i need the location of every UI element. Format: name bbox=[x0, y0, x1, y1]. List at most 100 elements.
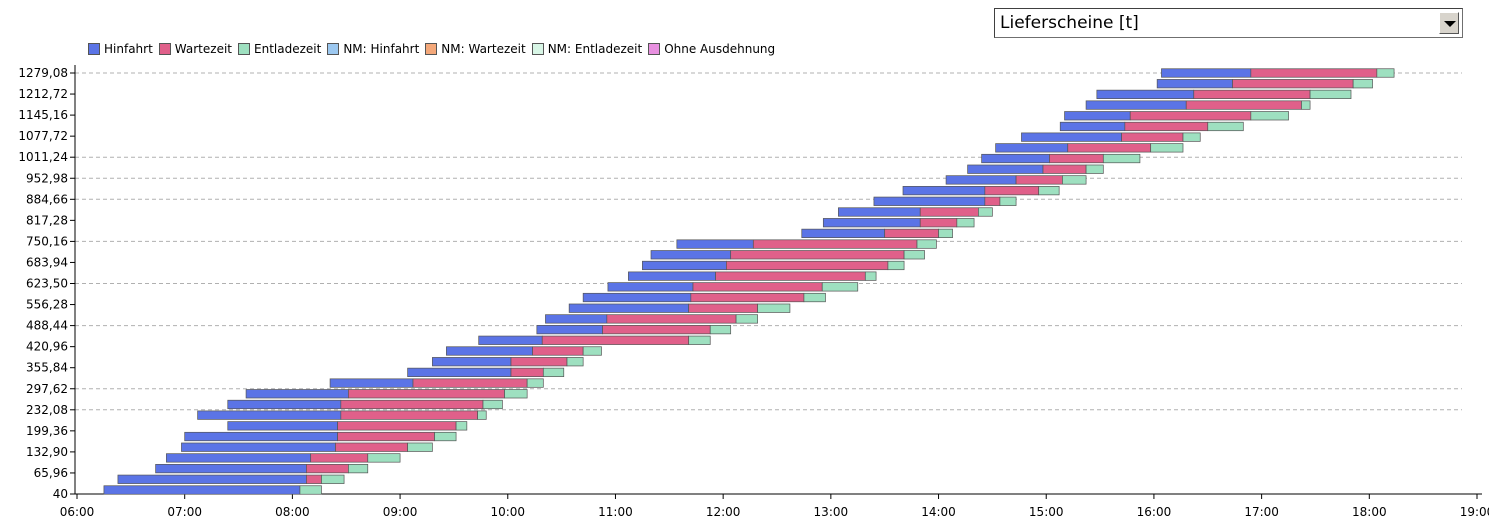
legend-item: Hinfahrt bbox=[88, 42, 153, 56]
y-tick-label: 199,36 bbox=[26, 424, 68, 438]
bar-hinfahrt bbox=[582, 292, 692, 303]
legend-label: NM: Entladezeit bbox=[547, 42, 643, 56]
y-tick-label: 1077,72 bbox=[18, 129, 68, 143]
bar-hinfahrt bbox=[245, 389, 349, 399]
bar-hinfahrt bbox=[650, 250, 732, 260]
bar-hinfahrt bbox=[676, 239, 754, 249]
bar-hinfahrt bbox=[103, 485, 301, 495]
bar-wartezeit bbox=[306, 464, 349, 474]
bar-hinfahrt bbox=[902, 186, 986, 196]
bar-wartezeit bbox=[337, 421, 457, 431]
bar-wartezeit bbox=[919, 207, 979, 217]
bar-wartezeit bbox=[984, 196, 1001, 206]
bar-wartezeit bbox=[690, 292, 805, 303]
bar-wartezeit bbox=[1129, 111, 1252, 121]
y-tick-label: 556,28 bbox=[26, 298, 68, 312]
bar-hinfahrt bbox=[181, 442, 336, 452]
legend-label: Entladezeit bbox=[254, 42, 322, 56]
bar-hinfahrt bbox=[227, 421, 338, 431]
bar-hinfahrt bbox=[607, 282, 694, 292]
bar-entladezeit bbox=[1309, 89, 1352, 99]
bar-hinfahrt bbox=[1021, 132, 1122, 142]
bar-wartezeit bbox=[335, 442, 408, 452]
chevron-down-icon[interactable] bbox=[1439, 12, 1459, 34]
y-tick-label: 297,62 bbox=[26, 382, 68, 396]
bar-wartezeit bbox=[688, 303, 758, 313]
bar-hinfahrt bbox=[568, 303, 690, 313]
y-tick-label: 355,84 bbox=[26, 361, 68, 375]
bar-wartezeit bbox=[340, 399, 484, 410]
legend-label: Wartezeit bbox=[174, 42, 232, 56]
bar-hinfahrt bbox=[642, 260, 727, 271]
bar-wartezeit bbox=[692, 282, 823, 292]
y-tick-label: 1212,72 bbox=[18, 87, 68, 101]
bar-wartezeit bbox=[1232, 79, 1354, 89]
bar-wartezeit bbox=[1049, 153, 1104, 164]
bar-hinfahrt bbox=[873, 196, 986, 206]
x-tick-label: 19:00 bbox=[1460, 505, 1489, 519]
x-tick-label: 06:00 bbox=[60, 505, 95, 519]
y-tick-label: 232,08 bbox=[26, 403, 68, 417]
legend-swatch bbox=[425, 43, 438, 55]
bar-wartezeit bbox=[412, 378, 528, 388]
x-tick-label: 12:00 bbox=[706, 505, 741, 519]
bar-hinfahrt bbox=[446, 346, 533, 356]
x-tick-label: 13:00 bbox=[814, 505, 849, 519]
bar-wartezeit bbox=[602, 325, 711, 335]
bar-hinfahrt bbox=[1085, 100, 1187, 110]
y-tick-label: 750,16 bbox=[26, 234, 68, 248]
bar-wartezeit bbox=[337, 431, 435, 442]
bar-wartezeit bbox=[1042, 164, 1087, 174]
x-tick-label: 07:00 bbox=[167, 505, 202, 519]
bar-hinfahrt bbox=[329, 378, 414, 388]
x-tick-label: 16:00 bbox=[1137, 505, 1172, 519]
bar-wartezeit bbox=[1124, 121, 1209, 132]
bar-wartezeit bbox=[541, 335, 690, 345]
bar-wartezeit bbox=[1185, 100, 1302, 110]
bar-entladezeit bbox=[956, 218, 975, 228]
bar-hinfahrt bbox=[981, 153, 1050, 164]
bar-hinfahrt bbox=[967, 164, 1044, 174]
bar-hinfahrt bbox=[628, 271, 716, 281]
bar-entladezeit bbox=[709, 325, 732, 335]
bar-entladezeit bbox=[1207, 121, 1244, 132]
legend-label: NM: Wartezeit bbox=[441, 42, 526, 56]
legend-item: NM: Hinfahrt bbox=[327, 42, 419, 56]
bar-hinfahrt bbox=[1156, 79, 1233, 89]
bar-wartezeit bbox=[1067, 143, 1152, 153]
legend-swatch bbox=[327, 43, 340, 55]
legend-label: Hinfahrt bbox=[104, 42, 153, 56]
bar-entladezeit bbox=[757, 303, 791, 313]
bar-entladezeit bbox=[1038, 186, 1060, 196]
legend-swatch bbox=[158, 43, 171, 55]
bar-hinfahrt bbox=[197, 410, 342, 420]
bar-wartezeit bbox=[532, 346, 584, 356]
bar-wartezeit bbox=[510, 357, 568, 367]
bar-entladezeit bbox=[348, 464, 369, 474]
bar-wartezeit bbox=[884, 228, 939, 238]
bar-entladezeit bbox=[821, 282, 859, 292]
bar-entladezeit bbox=[482, 399, 503, 410]
bar-entladezeit bbox=[434, 431, 457, 442]
bar-entladezeit bbox=[455, 421, 468, 431]
y-tick-label: 623,50 bbox=[26, 277, 68, 291]
y-tick-label: 1145,16 bbox=[18, 108, 68, 122]
metric-dropdown[interactable]: Lieferscheine [t] bbox=[994, 8, 1463, 38]
bar-hinfahrt bbox=[1096, 89, 1195, 99]
x-tick-label: 09:00 bbox=[383, 505, 418, 519]
bar-entladezeit bbox=[407, 442, 433, 452]
y-tick-label: 40 bbox=[53, 487, 68, 501]
dropdown-value: Lieferscheine [t] bbox=[1000, 13, 1139, 33]
bar-hinfahrt bbox=[117, 474, 307, 484]
bar-hinfahrt bbox=[478, 335, 543, 345]
bar-entladezeit bbox=[1150, 143, 1184, 153]
bar-wartezeit bbox=[306, 474, 322, 484]
bar-hinfahrt bbox=[536, 325, 603, 335]
bar-hinfahrt bbox=[995, 143, 1069, 153]
bar-entladezeit bbox=[321, 474, 345, 484]
legend-swatch bbox=[648, 43, 661, 55]
bar-entladezeit bbox=[803, 292, 826, 303]
bar-wartezeit bbox=[730, 250, 905, 260]
bar-hinfahrt bbox=[1161, 68, 1252, 78]
legend-label: NM: Hinfahrt bbox=[343, 42, 420, 56]
